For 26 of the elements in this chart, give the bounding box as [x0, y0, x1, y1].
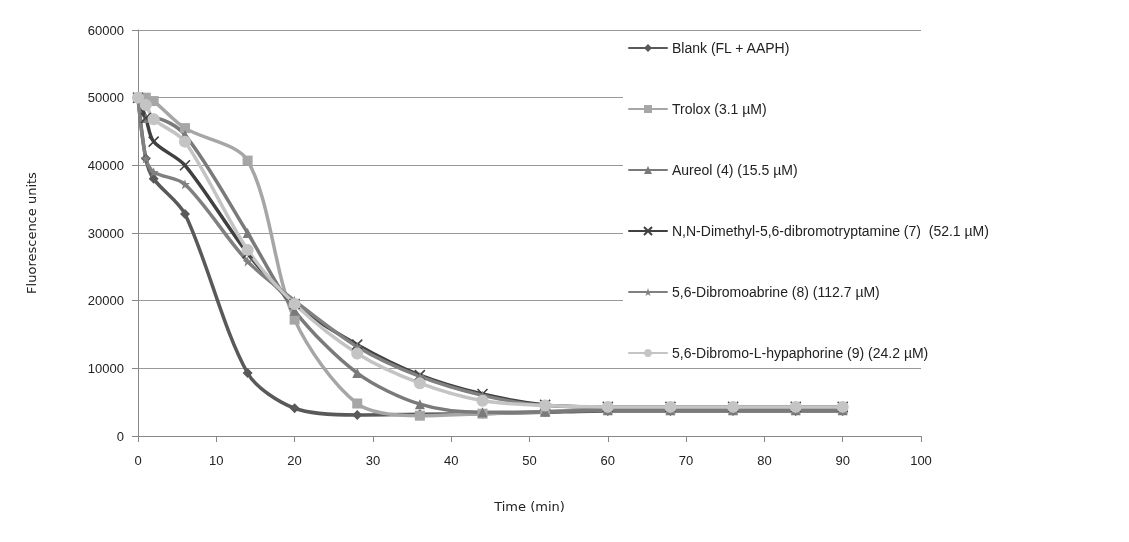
x-tick-label: 70 [678, 453, 694, 468]
x-tick-label: 100 [910, 453, 932, 468]
legend-label: Trolox (3.1 µM) [672, 101, 767, 117]
x-tick-label: 90 [835, 453, 850, 468]
legend-label: N,N-Dimethyl-5,6-dibromotryptamine (7) (52.1 µM) [672, 223, 989, 239]
x-tick-label: 0 [134, 453, 142, 468]
y-axis-title: Fluorescence units [24, 171, 39, 294]
x-tick-label: 80 [757, 453, 772, 468]
y-tick-label: 40000 [87, 157, 124, 173]
x-tick-label: 60 [600, 453, 616, 468]
legend-label: Aureol (4) (15.5 µM) [672, 162, 798, 178]
y-tick-label: 20000 [87, 293, 124, 309]
y-tick-label: 0 [116, 428, 124, 444]
x-tick-label: 40 [443, 453, 459, 468]
x-tick-label: 50 [522, 453, 537, 468]
legend-label: 5,6-Dibromo-L-hypaphorine (9) (24.2 µM) [672, 345, 929, 361]
y-tick-label: 60000 [87, 22, 124, 38]
legend-label: 5,6-Dibromoabrine (8) (112.7 µM) [672, 284, 880, 300]
x-tick-label: 30 [365, 453, 381, 468]
y-tick-label: 50000 [87, 90, 124, 106]
y-tick-label: 30000 [87, 225, 124, 241]
legend-label: Blank (FL + AAPH) [672, 40, 790, 56]
x-tick-label: 20 [287, 453, 302, 468]
y-tick-label: 10000 [87, 360, 124, 376]
x-axis-title: Time (min) [493, 499, 565, 514]
x-tick-label: 10 [209, 453, 224, 468]
